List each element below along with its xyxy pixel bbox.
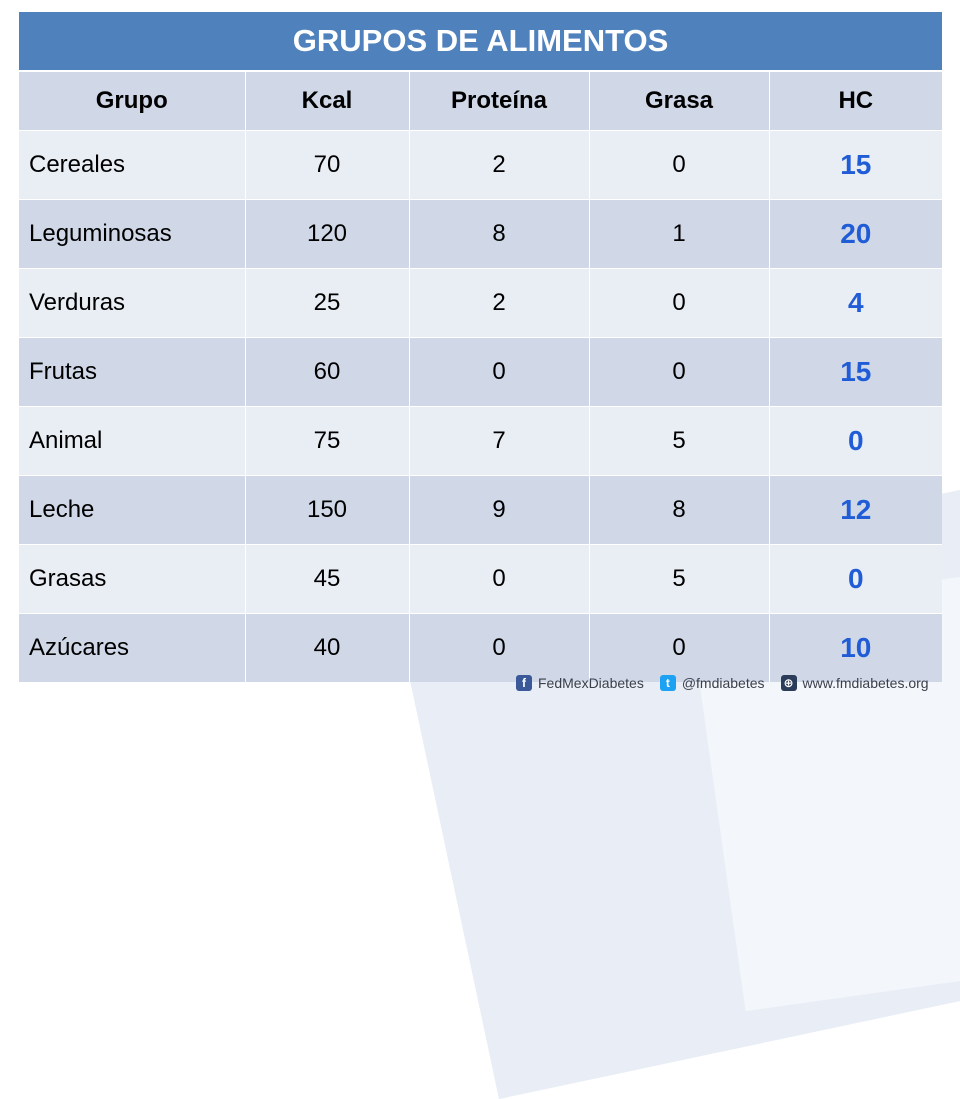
- cell-grupo: Grasas: [19, 544, 245, 614]
- cell-hc: 10: [768, 613, 943, 682]
- cell-grupo: Frutas: [19, 337, 245, 407]
- cell-proteina: 2: [408, 268, 589, 338]
- cell-grasa: 1: [588, 199, 769, 269]
- table-row: Leguminosas 120 8 1 20: [19, 199, 943, 269]
- cell-grupo: Leguminosas: [19, 199, 245, 269]
- cell-grupo: Azúcares: [19, 613, 245, 682]
- cell-proteina: 0: [408, 544, 589, 614]
- cell-grasa: 5: [588, 406, 769, 476]
- cell-grasa: 0: [588, 130, 769, 200]
- table-row: Verduras 25 2 0 4: [19, 268, 943, 338]
- facebook-label: FedMexDiabetes: [538, 675, 644, 691]
- website-label: www.fmdiabetes.org: [802, 675, 929, 691]
- table-row: Frutas 60 0 0 15: [19, 337, 943, 407]
- cell-proteina: 0: [408, 613, 589, 682]
- cell-grasa: 0: [588, 268, 769, 338]
- cell-hc: 15: [768, 337, 943, 407]
- cell-proteina: 0: [408, 337, 589, 407]
- cell-hc: 20: [768, 199, 943, 269]
- cell-kcal: 40: [244, 613, 409, 682]
- website-link[interactable]: ⊕ www.fmdiabetes.org: [780, 675, 929, 691]
- globe-icon: ⊕: [780, 675, 797, 691]
- cell-proteina: 2: [408, 130, 589, 200]
- twitter-link[interactable]: t @fmdiabetes: [659, 675, 765, 691]
- cell-kcal: 60: [244, 337, 409, 407]
- cell-proteina: 9: [408, 475, 589, 545]
- twitter-label: @fmdiabetes: [681, 675, 765, 691]
- cell-kcal: 25: [244, 268, 409, 338]
- facebook-link[interactable]: f FedMexDiabetes: [516, 675, 644, 691]
- header-grasa: Grasa: [588, 71, 769, 131]
- cell-grasa: 8: [588, 475, 769, 545]
- header-grupo: Grupo: [19, 71, 245, 131]
- social-footer: f FedMexDiabetes t @fmdiabetes ⊕ www.fmd…: [516, 672, 945, 694]
- table-row: Cereales 70 2 0 15: [19, 130, 943, 200]
- cell-hc: 0: [768, 544, 943, 614]
- cell-hc: 0: [768, 406, 943, 476]
- cell-kcal: 75: [244, 406, 409, 476]
- header-hc: HC: [768, 71, 943, 131]
- header-proteina: Proteína: [408, 71, 589, 131]
- header-row: Grupo Kcal Proteína Grasa HC: [19, 71, 943, 131]
- cell-grupo: Animal: [19, 406, 245, 476]
- table-row: Leche 150 9 8 12: [19, 475, 943, 545]
- cell-kcal: 150: [244, 475, 409, 545]
- table-row: Animal 75 7 5 0: [19, 406, 943, 476]
- cell-kcal: 70: [244, 130, 409, 200]
- header-kcal: Kcal: [244, 71, 409, 131]
- cell-kcal: 120: [244, 199, 409, 269]
- cell-proteina: 8: [408, 199, 589, 269]
- table-row: Grasas 45 0 5 0: [19, 544, 943, 614]
- table-title: GRUPOS DE ALIMENTOS: [19, 12, 943, 72]
- cell-grasa: 5: [588, 544, 769, 614]
- cell-grasa: 0: [588, 613, 769, 682]
- cell-grupo: Leche: [19, 475, 245, 545]
- facebook-icon: f: [516, 675, 532, 691]
- cell-hc: 12: [768, 475, 943, 545]
- cell-kcal: 45: [244, 544, 409, 614]
- food-groups-table: GRUPOS DE ALIMENTOS Grupo Kcal Proteína …: [19, 12, 943, 682]
- cell-proteina: 7: [408, 406, 589, 476]
- cell-hc: 4: [768, 268, 943, 338]
- cell-hc: 15: [768, 130, 943, 200]
- table-row: Azúcares 40 0 0 10: [19, 613, 943, 682]
- cell-grupo: Cereales: [19, 130, 245, 200]
- twitter-icon: t: [659, 675, 676, 691]
- cell-grasa: 0: [588, 337, 769, 407]
- cell-grupo: Verduras: [19, 268, 245, 338]
- food-groups-table-container: GRUPOS DE ALIMENTOS Grupo Kcal Proteína …: [19, 12, 943, 682]
